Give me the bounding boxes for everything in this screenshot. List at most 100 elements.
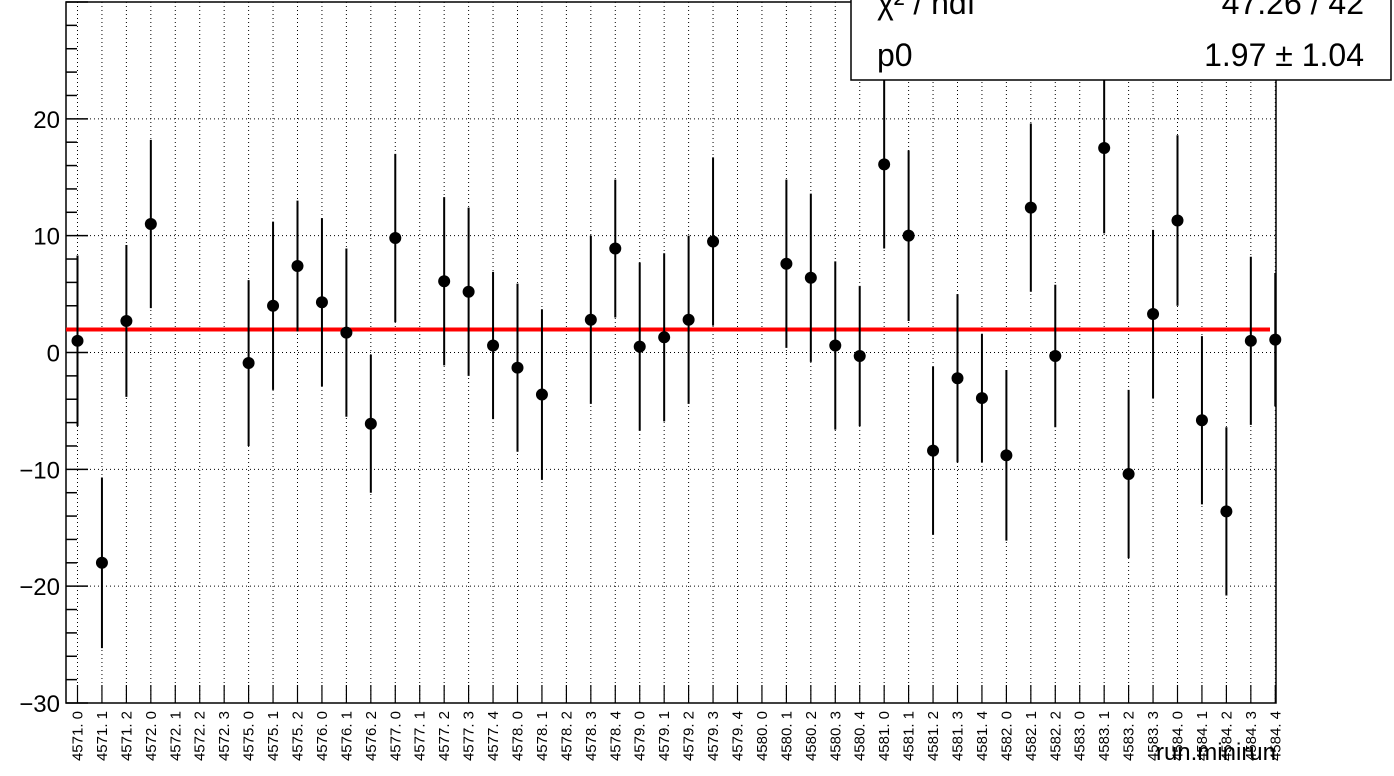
y-tick-label: 0 (47, 341, 60, 368)
data-point (682, 313, 695, 326)
grid-layer (66, 2, 1276, 704)
x-tick-label: 4577. 2 (436, 711, 453, 761)
x-tick-label: 4576. 2 (363, 711, 380, 761)
y-tick-label: −30 (19, 691, 60, 718)
data-point (927, 444, 940, 457)
x-tick-label: 4577. 3 (461, 711, 478, 761)
data-point (804, 271, 817, 284)
data-point (95, 556, 108, 569)
x-axis-title: run.minirun (1156, 739, 1276, 766)
x-tick-label: 4584. 2 (1218, 711, 1235, 761)
x-tick-label: 4584. 3 (1243, 711, 1260, 761)
x-tick-label: 4575. 0 (241, 711, 258, 761)
x-tick-label: 4583. 0 (1072, 711, 1089, 761)
data-point (1195, 414, 1208, 427)
x-tick-label: 4584. 1 (1194, 711, 1211, 761)
data-point (144, 217, 157, 230)
data-point (829, 339, 842, 352)
x-tick-label: 4581. 4 (974, 711, 991, 761)
x-tick-label: 4578. 0 (510, 711, 527, 761)
data-point (707, 235, 720, 248)
data-point (120, 314, 133, 327)
x-tick-label: 4577. 4 (485, 711, 502, 761)
x-tick-label: 4576. 0 (314, 711, 331, 761)
x-tick-label: 4581. 0 (876, 711, 893, 761)
data-point (340, 326, 353, 339)
x-tick-label: 4582. 2 (1047, 711, 1064, 761)
data-point (902, 229, 915, 242)
x-tick-label: 4582. 1 (1023, 711, 1040, 761)
stats-row1-label: χ² / ndf (877, 0, 976, 21)
data-point (658, 331, 671, 344)
x-tick-label: 4578. 2 (558, 711, 575, 761)
x-tick-label: 4579. 4 (730, 711, 747, 761)
x-tick-label: 4580. 0 (754, 711, 771, 761)
data-point (291, 260, 304, 273)
data-point (1220, 505, 1233, 518)
y-tick-label: −10 (19, 457, 60, 484)
y-tick-label: −20 (19, 574, 60, 601)
data-point (975, 392, 988, 405)
data-point (315, 296, 328, 309)
x-tick-label: 4580. 4 (852, 711, 869, 761)
data-point (389, 232, 402, 245)
x-tick-label: 4584. 0 (1170, 711, 1187, 761)
data-point (1171, 214, 1184, 227)
y-tick-label: 10 (33, 224, 60, 251)
x-tick-label: 4581. 3 (950, 711, 967, 761)
x-tick-label: 4583. 2 (1121, 711, 1138, 761)
points-layer (71, 62, 1282, 649)
x-tick-label: 4571. 2 (118, 711, 135, 761)
data-point (584, 313, 597, 326)
x-tick-label: 4579. 3 (705, 711, 722, 761)
x-tick-label: 4583. 3 (1145, 711, 1162, 761)
data-point (267, 299, 280, 312)
data-point (1049, 350, 1062, 363)
x-tick-label: 4579. 1 (656, 711, 673, 761)
data-point (535, 388, 548, 401)
data-point (633, 340, 646, 353)
data-point (1024, 201, 1037, 214)
x-tick-label: 4579. 0 (632, 711, 649, 761)
x-tick-label: 4580. 1 (778, 711, 795, 761)
x-tick-label: 4580. 3 (827, 711, 844, 761)
x-tick-label: 4577. 0 (387, 711, 404, 761)
x-tick-label: 4578. 3 (583, 711, 600, 761)
x-tick-label: 4571. 1 (94, 711, 111, 761)
data-point (1000, 449, 1013, 462)
data-point (1147, 307, 1160, 320)
data-point (462, 285, 475, 298)
data-point (853, 350, 866, 363)
x-tick-label: 4581. 2 (925, 711, 942, 761)
x-tick-label: 4572. 0 (143, 711, 160, 761)
x-tick-label: 4578. 1 (534, 711, 551, 761)
data-point (1098, 142, 1111, 155)
data-point (71, 334, 84, 347)
x-tick-label: 4575. 2 (290, 711, 307, 761)
x-tick-label: 4578. 4 (607, 711, 624, 761)
data-point (364, 417, 377, 430)
x-tick-label: 4580. 2 (803, 711, 820, 761)
stats-box: χ² / ndf 47.26 / 42 p0 1.97 ± 1.04 (850, 0, 1392, 81)
data-point (1269, 333, 1282, 346)
stats-row2-label: p0 (877, 37, 913, 73)
data-point (780, 257, 793, 270)
x-tick-label: 4572. 1 (167, 711, 184, 761)
x-tick-label: 4571. 0 (70, 711, 87, 761)
x-tick-label: 4577. 1 (412, 711, 429, 761)
x-tick-label: 4583. 1 (1096, 711, 1113, 761)
x-tick-label: 4572. 2 (192, 711, 209, 761)
y-tick-label: 20 (33, 107, 60, 134)
labels-layer: −30 −20 −10 0 10 20 4571. 0 4571. 1 4571. 2 4572.… (19, 107, 1284, 761)
x-tick-label: 4579. 2 (681, 711, 698, 761)
x-tick-label: 4584. 4 (1267, 711, 1284, 761)
data-point (511, 361, 524, 374)
x-tick-label: 4575. 1 (265, 711, 282, 761)
data-point (438, 275, 451, 288)
data-point (487, 339, 500, 352)
data-point (1122, 468, 1135, 481)
data-point (951, 372, 964, 385)
x-tick-label: 4576. 1 (338, 711, 355, 761)
x-tick-label: 4582. 0 (998, 711, 1015, 761)
